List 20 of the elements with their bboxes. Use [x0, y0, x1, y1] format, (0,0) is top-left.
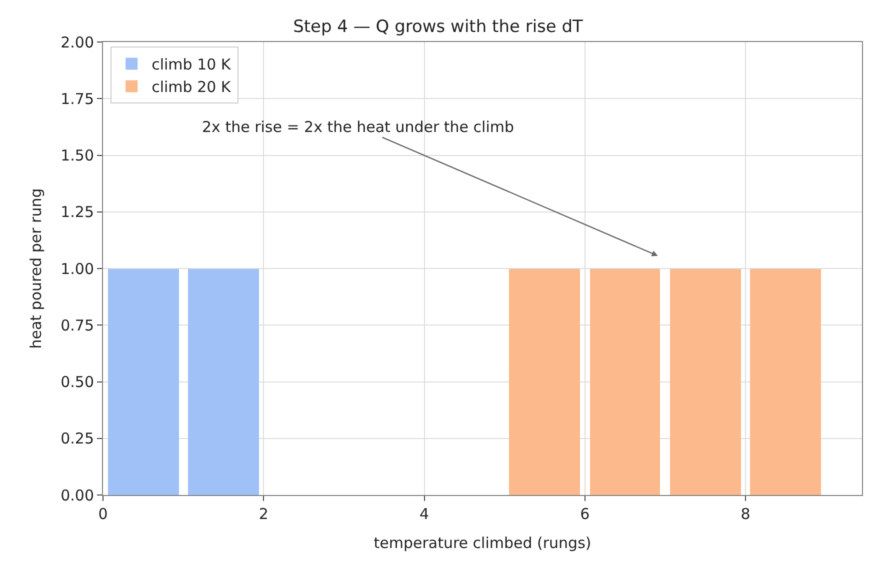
- y-tick-label: 1.50: [60, 146, 94, 164]
- y-tick-label: 0.75: [60, 316, 94, 334]
- y-tick-label: 1.75: [60, 90, 94, 108]
- x-tick-label: 6: [580, 505, 590, 523]
- chart-title: Step 4 — Q grows with the rise dT: [293, 16, 584, 37]
- legend-label: climb 10 K: [152, 56, 232, 74]
- y-tick-label: 0.00: [60, 486, 94, 504]
- y-tick-label: 1.00: [60, 260, 94, 278]
- x-axis-title: temperature climbed (rungs): [374, 534, 592, 552]
- legend-label: climb 20 K: [152, 78, 232, 96]
- annotation: 2x the rise = 2x the heat under the climb: [202, 118, 514, 136]
- x-tick-label: 0: [98, 505, 108, 523]
- x-tick-label: 2: [258, 505, 268, 523]
- y-tick-label: 2.00: [60, 33, 94, 52]
- y-axis-title: heat poured per rung: [26, 188, 45, 349]
- y-tick-label: 0.50: [60, 373, 94, 391]
- x-tick-label: 4: [419, 505, 430, 523]
- x-tick-label: 8: [740, 505, 750, 523]
- y-tick-label: 1.25: [60, 203, 94, 222]
- y-tick-label: 0.25: [60, 430, 94, 448]
